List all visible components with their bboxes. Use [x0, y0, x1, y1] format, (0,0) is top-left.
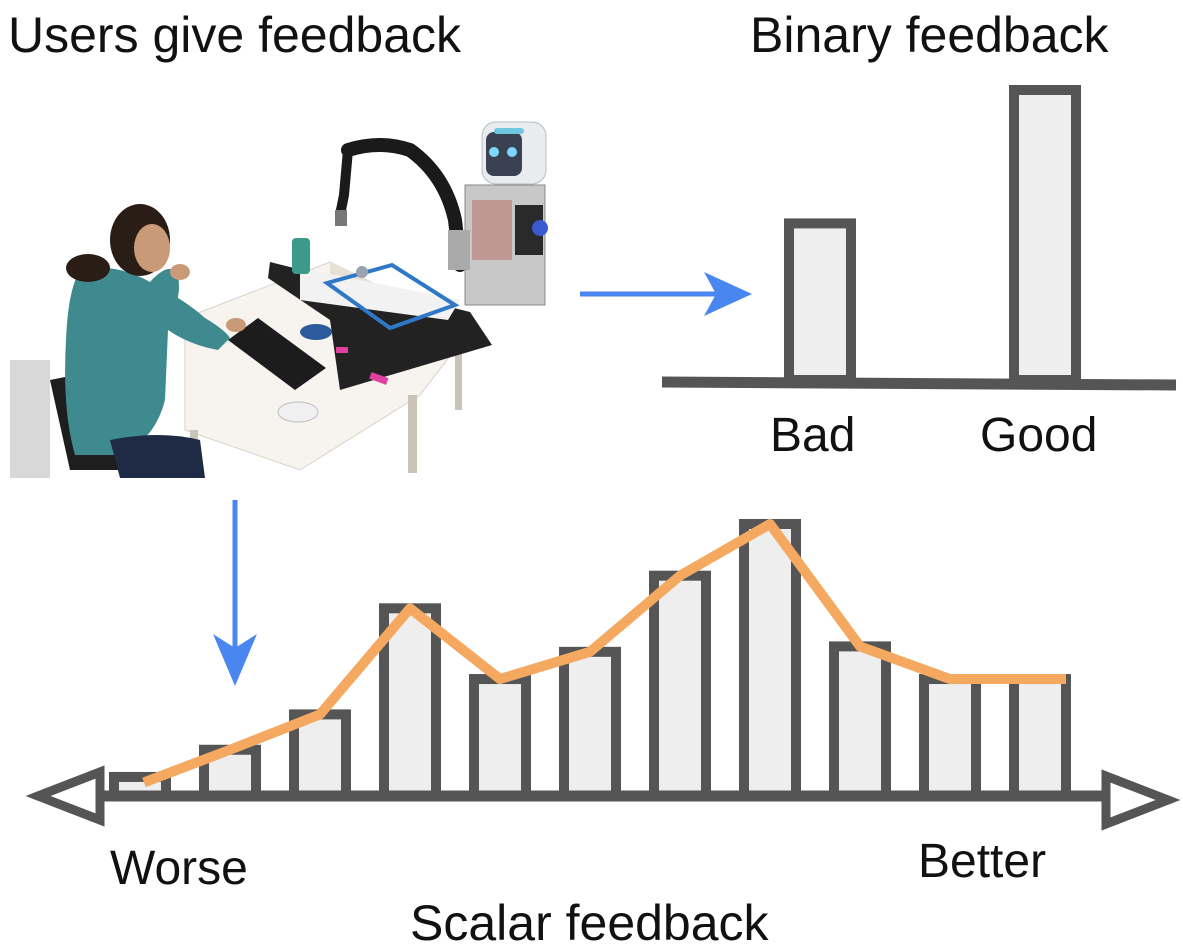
- user-with-robot-photo: [10, 121, 548, 478]
- binary-bars: [784, 85, 1081, 385]
- scalar-bar: [829, 641, 891, 802]
- scalar-trend-line: [142, 519, 1066, 788]
- binary-bar-bad: [784, 218, 856, 385]
- binary-bar-good: [1009, 85, 1081, 385]
- binary-label-good: Good: [980, 409, 1098, 462]
- axis-label-better: Better: [918, 835, 1047, 888]
- users-title: Users give feedback: [8, 7, 462, 63]
- axis-left-arrowhead: [25, 765, 105, 827]
- scalar-bar: [379, 603, 441, 801]
- scalar-bar: [649, 570, 711, 801]
- binary-label-bad: Bad: [770, 409, 856, 462]
- binary-baseline: [661, 376, 1177, 391]
- arrow-down-icon: [213, 500, 257, 686]
- scalar-bar: [739, 519, 801, 801]
- scalar-bar: [469, 674, 531, 801]
- scalar-bar: [1009, 674, 1071, 801]
- scalar-axis: [25, 765, 1181, 831]
- scalar-title: Scalar feedback: [410, 895, 769, 947]
- scalar-bar: [559, 646, 621, 802]
- arrow-right-icon: [580, 272, 752, 316]
- scalar-bar: [919, 674, 981, 801]
- axis-label-worse: Worse: [110, 842, 248, 895]
- scalar-bars: [109, 519, 1071, 802]
- axis-right-arrowhead: [1101, 769, 1181, 831]
- binary-title: Binary feedback: [750, 7, 1109, 63]
